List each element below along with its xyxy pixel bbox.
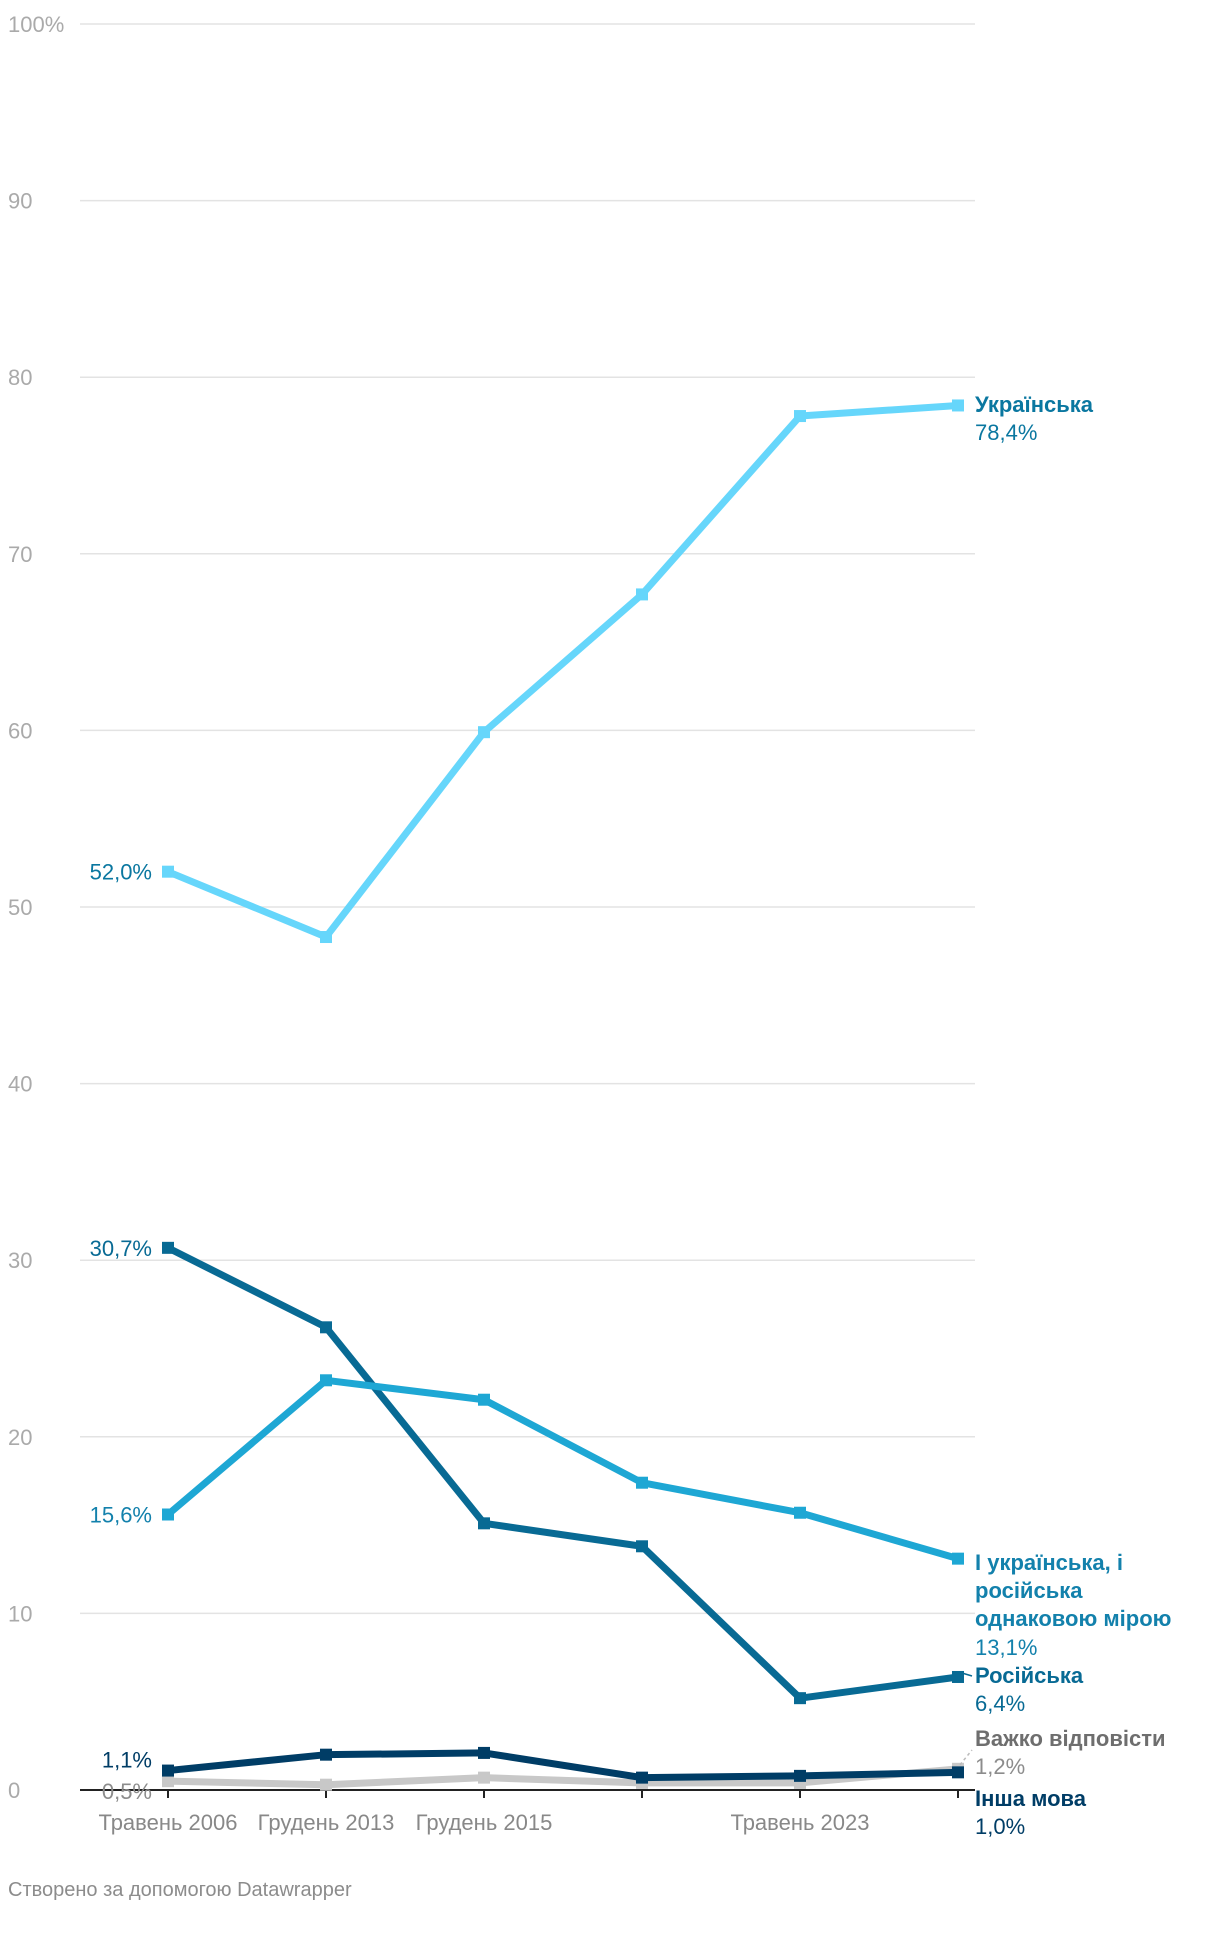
end-value-3: 13,1% [975,1635,1037,1660]
end-name-3-line-1: російська [975,1578,1083,1603]
leader-line-russian [961,1672,973,1677]
series-1-marker-1 [320,1748,332,1761]
series-0-marker-2 [478,1771,490,1784]
series-4-marker-1 [320,931,332,944]
end-name-0: Важко відповісти [975,1726,1166,1751]
series-1-marker-2 [478,1746,490,1759]
x-tick-label-4: Травень 2023 [730,1810,869,1835]
end-name-2: Російська [975,1663,1084,1688]
y-tick-label-30: 30 [8,1248,32,1273]
y-tick-label-50: 50 [8,895,32,920]
series-4-marker-3 [636,588,648,601]
series-3-marker-3 [636,1476,648,1489]
end-name-3-line-2: однаковою мірою [975,1606,1171,1631]
series-line-2 [164,1244,962,1702]
gridlines [80,23,975,1615]
series-1-marker-5 [952,1766,964,1779]
series-1-marker-3 [636,1771,648,1784]
start-label-2: 30,7% [90,1236,152,1261]
y-tick-label-70: 70 [8,542,32,567]
x-tick-label-0: Травень 2006 [98,1810,237,1835]
end-value-1: 1,0% [975,1814,1025,1839]
series-4-marker-2 [478,726,490,739]
series-3-marker-0 [162,1508,174,1521]
series-1-marker-4 [794,1769,806,1782]
series-2-marker-5 [952,1670,964,1683]
series-1-marker-0 [162,1764,174,1777]
series-3-marker-1 [320,1374,332,1387]
y-tick-label-100: 100% [8,12,64,37]
series-2-marker-1 [320,1321,332,1334]
y-tick-label-0: 0 [8,1778,20,1803]
y-tick-label-60: 60 [8,718,32,743]
x-axis: Травень 2006 Грудень 2013 Грудень 2015 Трав… [80,1789,975,1835]
series-labels: 0,5% 1,1% 30,7% 15,6% 52,0% Важко відповісти 1… [90,392,1172,1839]
series-line-3 [164,1376,962,1563]
start-label-1: 1,1% [102,1748,152,1773]
end-value-4: 78,4% [975,420,1037,445]
series-line-1 [164,1749,962,1782]
end-name-4: Українська [975,392,1094,417]
series-line-0 [164,1765,962,1789]
series-2-marker-2 [478,1517,490,1530]
end-value-2: 6,4% [975,1691,1025,1716]
series-4-marker-5 [952,399,964,412]
x-tick-label-1: Грудень 2013 [258,1810,395,1835]
series-2-marker-3 [636,1540,648,1553]
series-4-marker-4 [794,410,806,423]
y-tick-label-90: 90 [8,189,32,214]
start-label-4: 52,0% [90,860,152,885]
start-label-0: 0,5% [102,1779,152,1804]
series-lines [162,399,964,1791]
series-3-marker-4 [794,1506,806,1519]
y-axis-ticks: 0 10 20 30 40 50 60 70 80 90 100% [8,12,64,1803]
series-2-marker-0 [162,1241,174,1254]
leader-line-hard-to-answer [959,1749,973,1766]
y-tick-label-80: 80 [8,365,32,390]
series-line-4 [164,401,962,941]
end-value-0: 1,2% [975,1754,1025,1779]
y-tick-label-20: 20 [8,1425,32,1450]
series-3-marker-2 [478,1393,490,1406]
series-3-marker-5 [952,1552,964,1565]
start-label-3: 15,6% [90,1503,152,1528]
credit-text: Створено за допомогою Datawrapper [8,1879,352,1901]
series-4-marker-0 [162,865,174,878]
end-name-3-line-0: І українська, і [975,1550,1123,1575]
series-2-marker-4 [794,1692,806,1705]
y-tick-label-40: 40 [8,1072,32,1097]
y-tick-label-10: 10 [8,1601,32,1626]
series-0-marker-0 [162,1775,174,1788]
series-0-marker-1 [320,1778,332,1791]
x-tick-label-2: Грудень 2015 [416,1810,553,1835]
end-name-1: Інша мова [975,1786,1087,1811]
